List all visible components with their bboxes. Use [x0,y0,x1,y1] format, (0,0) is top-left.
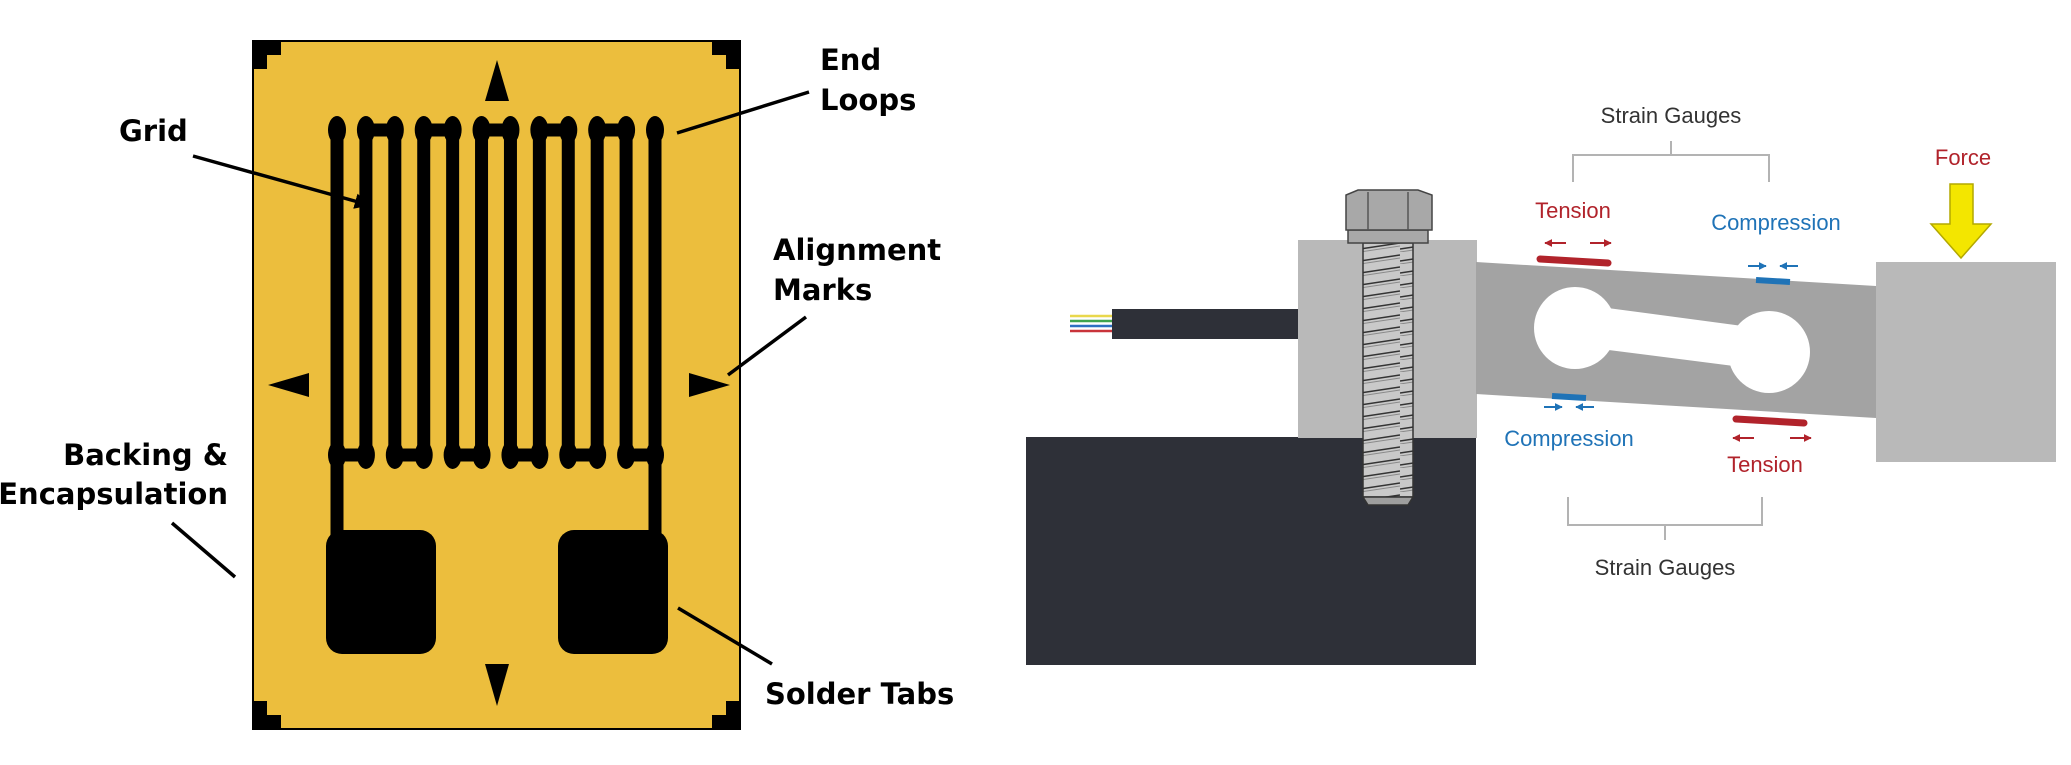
load-block [1876,262,2056,462]
grid-end-loop [443,441,462,469]
label-force: Force [1935,145,1991,170]
grid-end-loop [588,116,607,144]
label-alignment-1: Alignment [773,233,941,267]
label-grid: Grid [119,114,188,148]
label-strain-gauges-top: Strain Gauges [1601,103,1742,128]
grid-end-loop [501,441,520,469]
label-tension-top: Tension [1535,198,1611,223]
label-alignment-2: Marks [773,273,872,307]
bolt-shank [1362,242,1414,498]
bolt-tip [1361,496,1415,506]
corner-mark-bottom-left [253,701,281,729]
alignment-marks [268,60,730,706]
solder-tabs [326,530,668,654]
gauge-compression-top [1755,277,1791,285]
corner-mark-bottom-right [712,701,740,729]
label-strain-gauges-bottom: Strain Gauges [1595,555,1736,580]
gauge-grid [328,116,664,560]
corner-mark-top-right [712,41,740,69]
brackets [1567,141,1770,540]
solder-tab-right [558,530,668,654]
solder-tabs-leader [677,606,773,666]
grid-end-loop [472,116,491,144]
gauge-tension-top [1536,255,1612,267]
bolt-washer [1347,229,1429,244]
grid-end-loop [385,441,404,469]
cable [1070,309,1300,339]
strain-gauge-pads [1536,255,1808,427]
load-cell: Strain Gauges Strain Gauges Tension Comp… [1026,103,2056,665]
grid-end-loop [472,441,491,469]
grid-end-loop [385,116,404,144]
bracket-top [1572,141,1770,182]
bolt-head [1345,189,1433,231]
cutout-slot [1585,305,1765,370]
strain-gauge: Grid End Loops Alignment Marks Backing &… [0,40,954,730]
grid-end-loop [356,116,375,144]
label-solder-tabs: Solder Tabs [765,677,954,711]
gauge-tension-bottom [1732,415,1808,427]
alignment-mark-top [485,60,509,101]
grid-end-loop [530,441,549,469]
grid-end-loop [414,441,433,469]
label-backing-1: Backing & [63,438,228,472]
grid-leader [192,154,371,209]
label-compression-bottom: Compression [1504,426,1634,451]
end-loops-leader [676,90,810,135]
grid-end-loop [617,116,636,144]
gauge-compression-bottom [1551,393,1587,401]
strain-arrows [1544,239,1812,442]
corner-mark-top-left [253,41,281,69]
alignment-mark-left [268,373,309,397]
bracket-bottom [1567,497,1763,540]
alignment-mark-bottom [485,664,509,706]
beam-cutout [1534,287,1810,393]
leader-lines [170,90,810,666]
label-end-loops-1: End [820,43,881,77]
grid-end-loop [501,116,520,144]
grid-end-loop [559,441,578,469]
grid-end-loop [588,441,607,469]
bolt [1345,189,1433,506]
grid-end-loop [530,116,549,144]
grid-end-loop [559,116,578,144]
force-arrow [1929,183,1993,260]
solder-tab-left [326,530,436,654]
label-end-loops-2: Loops [820,83,916,117]
backing-leader [170,521,237,579]
alignment-mark-right [689,373,730,397]
grid-end-loop [443,116,462,144]
grid-end-loop [617,441,636,469]
label-compression-top: Compression [1711,210,1841,235]
label-tension-bottom: Tension [1727,452,1803,477]
grid-end-loop [414,116,433,144]
cable-jacket [1112,309,1300,339]
grid-end-loop [356,441,375,469]
label-backing-2: Encapsulation [0,477,228,511]
corner-marks [253,41,740,729]
alignment-leader [726,315,808,377]
